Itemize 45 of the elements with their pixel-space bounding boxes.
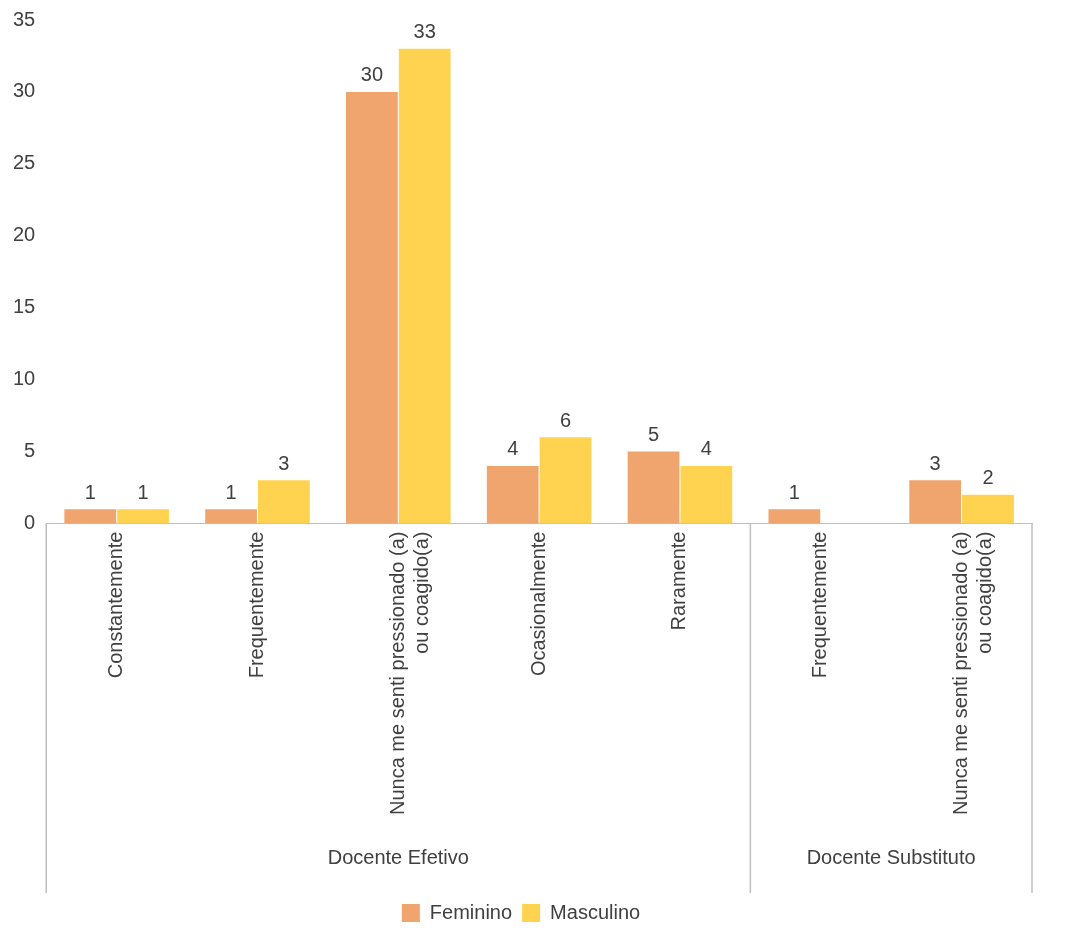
- x-tick-label: Nunca me senti pressionado (a) ou coagido(a): [949, 531, 996, 816]
- bar: [346, 91, 398, 524]
- text: Docente Substituto: [806, 845, 976, 868]
- data-label: 30: [360, 63, 384, 86]
- y-tick-label: 20: [13, 223, 36, 246]
- data-label: 1: [137, 480, 149, 503]
- bar: [680, 465, 733, 524]
- x-tick-label: Constantemente: [104, 531, 127, 679]
- data-label: 5: [647, 423, 660, 446]
- legend-label: Masculino: [550, 900, 641, 923]
- x-tick-label: Nunca me senti pressionado (a) ou coagido(a): [385, 531, 432, 816]
- bar: [768, 509, 821, 524]
- bar: [627, 451, 680, 524]
- data-label: 3: [929, 451, 941, 474]
- data-label: 1: [788, 480, 800, 503]
- y-tick-label: 5: [24, 439, 36, 462]
- data-label: 6: [559, 408, 572, 431]
- bar: [486, 465, 539, 524]
- bar: [398, 48, 451, 524]
- x-tick-label: Raramente: [667, 531, 690, 631]
- bar: [539, 437, 592, 524]
- data-label: 3: [278, 451, 290, 474]
- y-tick-label: 35: [13, 7, 36, 30]
- y-tick-label: 15: [13, 295, 36, 318]
- data-label: 1: [225, 480, 237, 503]
- bar: [117, 509, 169, 524]
- data-label: 2: [982, 466, 994, 489]
- data-label: 1: [84, 480, 96, 503]
- y-tick-label: 25: [13, 151, 36, 174]
- x-tick-label: Frequentemente: [808, 531, 831, 679]
- legend-label: Feminino: [429, 900, 513, 923]
- bar: [205, 509, 257, 524]
- y-tick-label: 0: [24, 511, 36, 534]
- x-tick-label: Frequentemente: [244, 531, 267, 679]
- data-label: 33: [413, 20, 436, 43]
- bar: [258, 480, 310, 524]
- y-tick-label: 30: [13, 79, 36, 102]
- x-tick-label: Ocasionalmente: [526, 531, 549, 677]
- text: Docente Efetivo: [327, 845, 469, 868]
- bar: [962, 494, 1014, 524]
- y-tick-label: 10: [13, 367, 36, 390]
- data-label: 4: [700, 437, 712, 460]
- data-label: 4: [507, 437, 519, 460]
- bar: [64, 509, 117, 524]
- bar: [909, 480, 962, 524]
